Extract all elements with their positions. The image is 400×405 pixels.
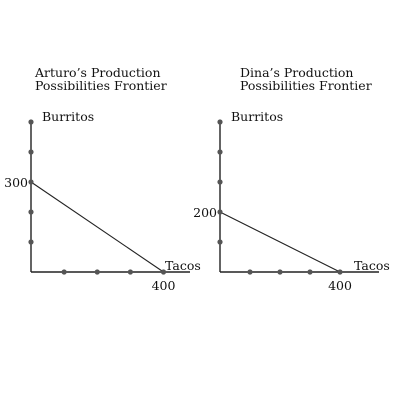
dina-y-tick-marker-100 (217, 239, 223, 245)
arturo-x-axis-label: Tacos (165, 258, 201, 273)
dina-x-tick-marker-100 (247, 269, 253, 275)
arturo-y-tick-marker-100 (28, 239, 34, 245)
arturo-x-tick-marker-400 (160, 269, 167, 275)
arturo-y-tick-marker-300 (28, 179, 34, 185)
dina-y-tick-marker-200 (217, 209, 223, 215)
arturo-x-tick-label-400: 400 (152, 278, 176, 293)
arturo-x-tick-marker-300 (127, 269, 133, 275)
dina-frontier-line (219, 211, 341, 273)
arturo-chart-title-line-1: Arturo’s Production (34, 65, 161, 80)
dina-x-tick-marker-200 (277, 269, 283, 275)
dina-y-axis-label: Burritos (231, 109, 283, 124)
arturo-frontier-line (30, 181, 164, 273)
dina-chart-title-line-2: Possibilities Frontier (240, 78, 372, 93)
dina-y-tick-label-200: 200 (193, 205, 217, 220)
arturo-y-axis-label: Burritos (42, 109, 94, 124)
arturo-x-tick-marker-200 (94, 269, 100, 275)
dina-x-axis-label: Tacos (354, 258, 390, 273)
dina-y-tick-marker-500 (217, 119, 223, 125)
dina-x-tick-marker-300 (307, 269, 313, 275)
arturo-y-tick-marker-500 (28, 119, 34, 125)
arturo-y-tick-marker-400 (28, 149, 34, 155)
arturo-x-tick-marker-100 (61, 269, 67, 275)
arturo-chart-title-line-2: Possibilities Frontier (35, 78, 167, 93)
dina-x-tick-marker-400 (337, 269, 343, 275)
arturo-y-tick-label-300: 300 (4, 175, 28, 190)
dina-x-tick-label-400: 400 (328, 278, 352, 293)
dina-chart-title-line-1: Dina’s Production (240, 65, 353, 80)
dina-y-tick-marker-300 (217, 179, 223, 185)
arturo-y-tick-marker-200 (28, 209, 34, 215)
dina-y-tick-marker-400 (217, 149, 223, 155)
